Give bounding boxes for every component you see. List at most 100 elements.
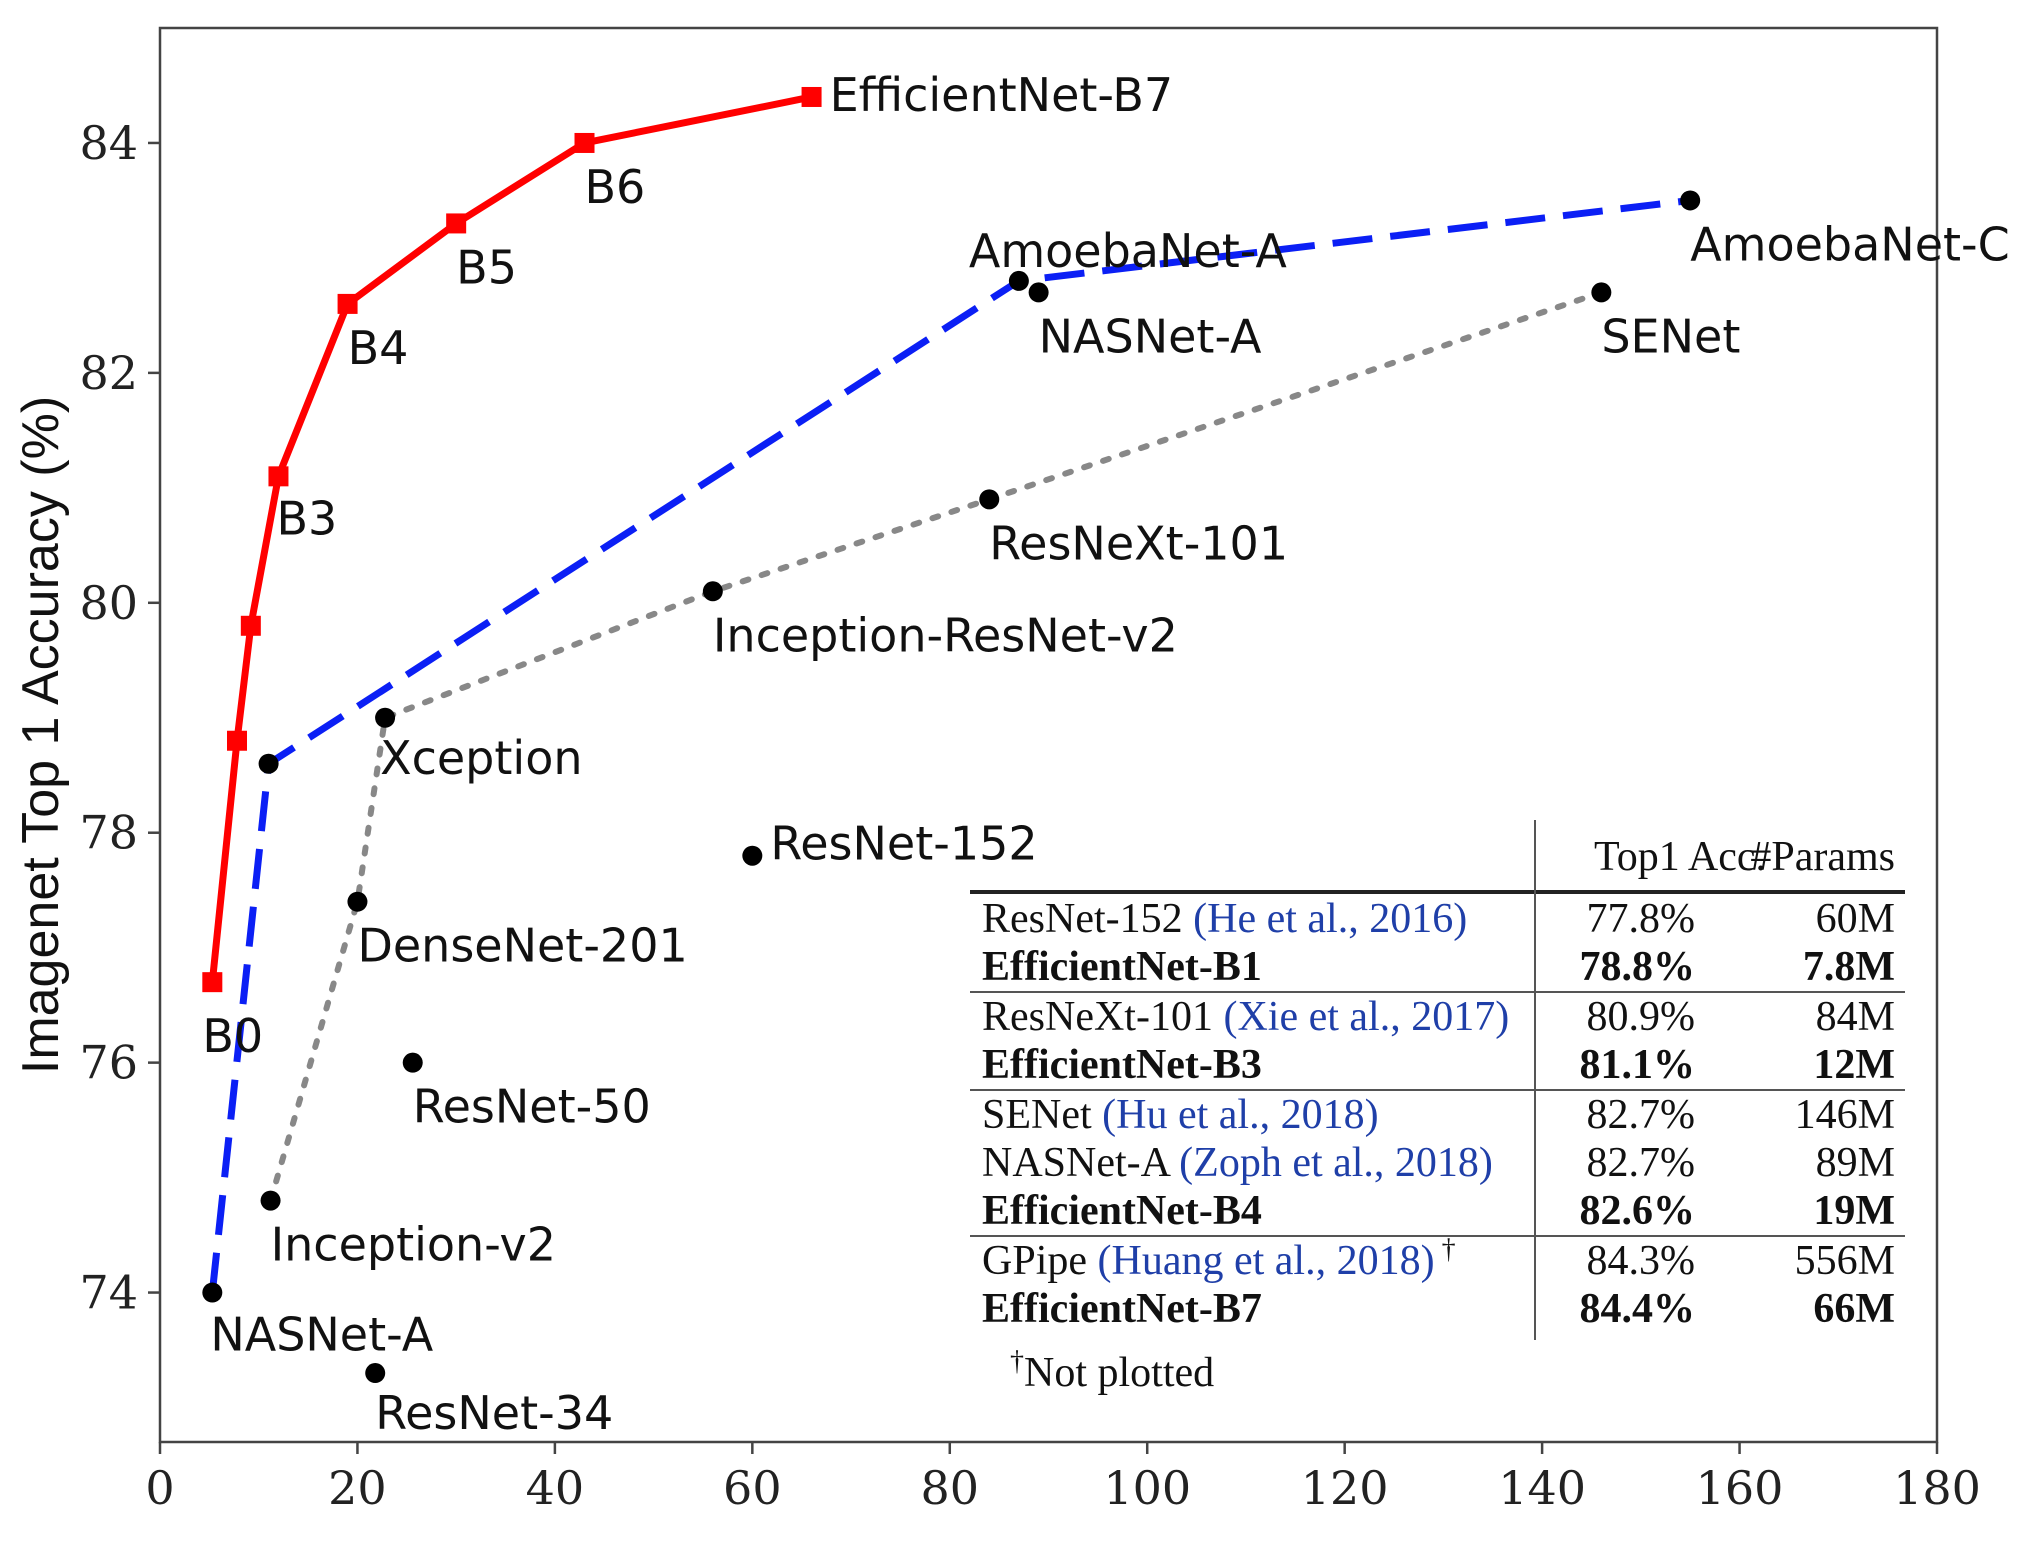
table-row-acc: 84.4% <box>1580 1286 1696 1332</box>
table-header-acc: Top1 Acc. <box>1594 834 1766 880</box>
axis-ticks: 0 20 40 60 80 100 120 140 160 180 74 76 78 80 82 84 <box>79 116 1980 1515</box>
table-row-acc: 82.7% <box>1587 1140 1696 1186</box>
table-row-params: 12M <box>1813 1042 1895 1088</box>
label-inception-v2: Inception-v2 <box>271 1218 556 1272</box>
senet-point <box>1591 282 1612 303</box>
citation: (Hu et al., 2018) <box>1102 1092 1378 1138</box>
model-name: EfficientNet-B1 <box>982 944 1262 990</box>
citation: (Xie et al., 2017) <box>1223 994 1509 1040</box>
model-name: ResNet-152 <box>982 896 1193 942</box>
efficientnet-b7-point <box>801 86 822 107</box>
x-tick-label: 20 <box>328 1461 387 1515</box>
table-row-acc: 84.3% <box>1587 1238 1696 1284</box>
citation: (Zoph et al., 2018) <box>1179 1140 1493 1186</box>
citation: (He et al., 2016) <box>1193 896 1467 942</box>
b4-point <box>337 293 358 314</box>
table-row-params: 89M <box>1816 1140 1895 1186</box>
label-xception: Xception <box>380 731 582 785</box>
table-row-acc: 77.8% <box>1587 896 1696 942</box>
table-row-model: EfficientNet-B3 <box>982 1042 1262 1088</box>
plot-frame <box>158 26 1939 1444</box>
label-b6: B6 <box>585 160 646 214</box>
point-labels: B0 B3 B4 B5 B6 EfficientNet-B7 NASNet-A AmoebaN… <box>202 68 2009 1440</box>
comparison-table: Top1 Acc.#Params ResNet-152 (He et al., 2… <box>970 820 1905 1396</box>
densenet-201-point <box>347 891 368 912</box>
x-tick-label: 120 <box>1301 1461 1389 1515</box>
x-tick-label: 100 <box>1103 1461 1191 1515</box>
label-amoebanet-c: AmoebaNet-C <box>1690 217 2010 271</box>
b6-point <box>574 132 595 153</box>
dagger-mark: † <box>1435 1234 1456 1265</box>
label-b0: B0 <box>202 1009 263 1063</box>
efficientnet-point <box>227 730 248 751</box>
nasnet-a-point <box>1028 282 1049 303</box>
table-row-acc: 81.1% <box>1580 1042 1696 1088</box>
label-resnext-101: ResNeXt-101 <box>989 516 1288 570</box>
efficientnet-point <box>240 615 261 636</box>
inception-v2-point <box>260 1190 281 1211</box>
table-row-model: EfficientNet-B7 <box>982 1286 1262 1332</box>
resnet-34-point <box>365 1363 386 1384</box>
x-tick-label: 60 <box>723 1461 782 1515</box>
y-tick-label: 74 <box>79 1266 138 1320</box>
table-row-acc: 82.6% <box>1580 1188 1696 1234</box>
table-row-params: 556M <box>1795 1238 1895 1284</box>
x-tick-label: 160 <box>1696 1461 1784 1515</box>
table-header-params: #Params <box>1750 834 1895 880</box>
label-resnet-152: ResNet-152 <box>770 817 1037 871</box>
label-inception-resnet-v2: Inception-ResNet-v2 <box>713 608 1178 662</box>
label-amoebanet-a: AmoebaNet-A <box>969 224 1287 278</box>
nas-models-line <box>208 196 1691 1293</box>
table-row-acc: 82.7% <box>1587 1092 1696 1138</box>
amoebanet-a-point <box>1008 270 1029 291</box>
x-tick-label: 140 <box>1498 1461 1586 1515</box>
label-efficientnet-b7: EfficientNet-B7 <box>830 68 1174 122</box>
y-tick-label: 82 <box>79 346 138 400</box>
resnext-101-point <box>979 489 1000 510</box>
table-footnote: †Not plotted <box>1010 1346 1214 1396</box>
table-row-model: EfficientNet-B1 <box>982 944 1262 990</box>
table-row-model: ResNet-152 (He et al., 2016) <box>982 896 1467 942</box>
model-name: ResNeXt-101 <box>982 994 1223 1040</box>
x-tick-label: 0 <box>145 1461 174 1515</box>
footnote-text: Not plotted <box>1024 1350 1214 1396</box>
label-b5: B5 <box>456 240 517 294</box>
series-points <box>202 86 1701 1384</box>
table-row-model: SENet (Hu et al., 2018) <box>982 1092 1379 1138</box>
model-name: GPipe <box>982 1238 1098 1284</box>
table-row-params: 7.8M <box>1803 944 1895 990</box>
amoebanet-c-point <box>1680 190 1701 211</box>
label-senet: SENet <box>1601 309 1740 363</box>
inception-resnet-v2-point <box>702 581 723 602</box>
table-row-model: GPipe (Huang et al., 2018) † <box>982 1234 1456 1284</box>
resnet-50-point <box>402 1052 423 1073</box>
table-row-params: 19M <box>1813 1188 1895 1234</box>
label-resnet-50: ResNet-50 <box>413 1080 651 1134</box>
table-row-model: NASNet-A (Zoph et al., 2018) <box>982 1140 1493 1186</box>
nas-models-point <box>258 753 279 774</box>
y-tick-label: 80 <box>79 576 138 630</box>
model-name: EfficientNet-B3 <box>982 1042 1262 1088</box>
footnote-mark: † <box>1010 1346 1024 1377</box>
b0-point <box>202 972 223 993</box>
hand-designed-line <box>267 289 1605 1204</box>
label-resnet-34: ResNet-34 <box>375 1386 613 1440</box>
efficientnet-line <box>208 93 813 983</box>
table-row-model: EfficientNet-B4 <box>982 1188 1262 1234</box>
b3-point <box>268 466 289 487</box>
y-tick-label: 78 <box>79 806 138 860</box>
x-tick-label: 180 <box>1893 1461 1981 1515</box>
model-name: EfficientNet-B7 <box>982 1286 1262 1332</box>
series-lines <box>208 93 1691 1293</box>
model-name: EfficientNet-B4 <box>982 1188 1262 1234</box>
label-densenet-201: DenseNet-201 <box>357 919 687 973</box>
y-tick-label: 84 <box>79 116 138 170</box>
b5-point <box>446 213 467 234</box>
label-b4: B4 <box>348 321 409 375</box>
label-b3: B3 <box>276 491 337 545</box>
x-tick-label: 40 <box>526 1461 585 1515</box>
resnet-152-point <box>742 845 763 866</box>
label-nasnet-a: NASNet-A <box>210 1308 433 1362</box>
citation: (Huang et al., 2018) <box>1098 1238 1435 1284</box>
